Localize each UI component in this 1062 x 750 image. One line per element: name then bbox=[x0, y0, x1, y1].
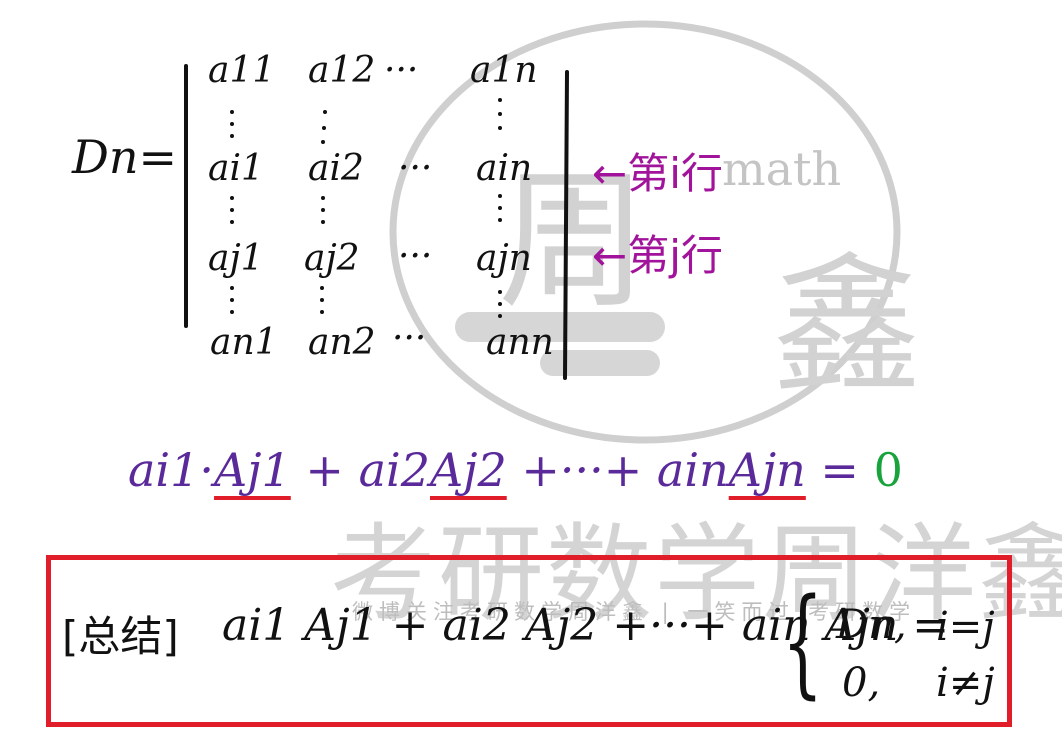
equation-term: + ai2 bbox=[290, 443, 430, 497]
watermark-title: 考研数学周洋鑫 bbox=[330, 513, 1062, 636]
watermark-math-word: math bbox=[722, 142, 842, 196]
row-i-note: ←第i行 bbox=[592, 149, 723, 198]
watermark-subtitle: 微博关注考研数学周洋鑫 | 一笑而过 考研数学 bbox=[352, 600, 917, 624]
matrix-entry: ain bbox=[476, 148, 533, 189]
matrix-ellipsis: ··· bbox=[398, 148, 433, 189]
expansion-equation: ai1·Aj1 + ai2Aj2 +···+ ainAjn = 0 bbox=[128, 443, 903, 497]
equation-term: +···+ ain bbox=[506, 443, 729, 497]
cofactor-term: Aj1 bbox=[214, 443, 291, 497]
equation-term: ai1· bbox=[128, 443, 215, 497]
matrix-entry: aj1 bbox=[208, 238, 264, 279]
watermark-bar bbox=[455, 312, 665, 342]
matrix-entry: ai1 bbox=[208, 148, 264, 189]
matrix-entry: a1n bbox=[470, 50, 538, 91]
watermark-char: 周 bbox=[498, 155, 649, 329]
cofactor-term: Ajn bbox=[728, 443, 806, 497]
matrix-entry: a12 bbox=[308, 50, 376, 91]
matrix-entry: ann bbox=[486, 322, 554, 363]
case-value: Dn, bbox=[836, 602, 907, 648]
watermark-char: 鑫 bbox=[772, 240, 923, 414]
determinant-right-bar bbox=[563, 70, 569, 380]
matrix-entry: an2 bbox=[308, 322, 376, 363]
conclusion-label: [总结] bbox=[62, 612, 179, 661]
row-j-note: ←第j行 bbox=[592, 231, 723, 280]
matrix-entry: ai2 bbox=[308, 148, 364, 189]
conclusion-expression: ai1 Aj1 + ai2 Aj2 +···+ ain Ajn = bbox=[222, 600, 950, 651]
vertical-dots bbox=[230, 98, 502, 318]
matrix-ellipsis: ··· bbox=[392, 318, 427, 359]
case-condition: i≠j bbox=[936, 660, 995, 706]
determinant-label: Dn= bbox=[72, 130, 178, 184]
watermark-bar bbox=[540, 350, 660, 376]
case-value: 0, bbox=[842, 660, 881, 706]
matrix-ellipsis: ··· bbox=[398, 236, 433, 277]
conclusion-box bbox=[46, 555, 1012, 727]
watermark-circle bbox=[389, 20, 901, 444]
matrix-entry: aj2 bbox=[304, 238, 360, 279]
equation-result: 0 bbox=[873, 443, 903, 497]
case-condition: i=j bbox=[936, 604, 995, 650]
case-brace: { bbox=[782, 572, 824, 710]
cofactor-term: Aj2 bbox=[429, 443, 507, 497]
matrix-entry: a11 bbox=[208, 50, 276, 91]
matrix-entry: an1 bbox=[210, 322, 278, 363]
matrix-ellipsis: ··· bbox=[384, 50, 419, 91]
matrix-entry: ajn bbox=[476, 238, 532, 279]
equation-equals: = bbox=[805, 443, 874, 497]
